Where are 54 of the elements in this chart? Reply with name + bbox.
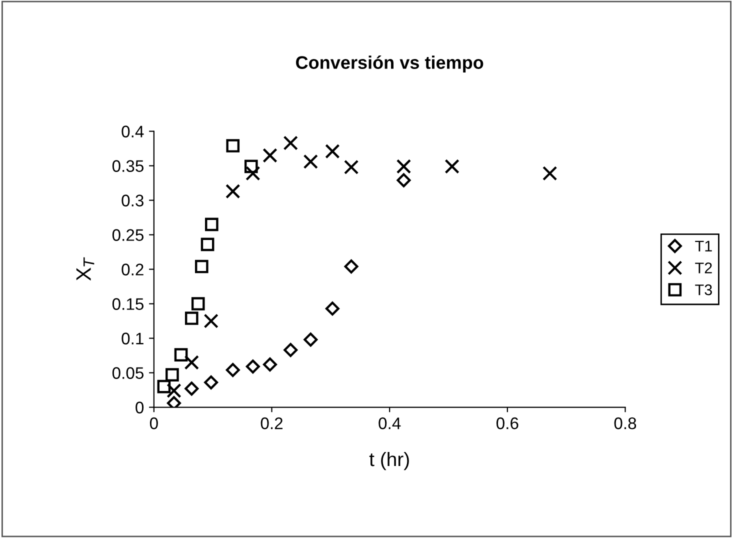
point [205, 218, 218, 232]
point [262, 148, 278, 163]
y-tick-label: 0 [136, 402, 144, 414]
point [304, 332, 318, 347]
point [191, 297, 205, 310]
point [325, 144, 340, 159]
point [184, 312, 198, 325]
x-tick-label: 0.6 [496, 417, 518, 430]
y-tick-label: 0.3 [122, 194, 144, 206]
point [157, 380, 171, 394]
legend-label: T1 [695, 240, 712, 252]
point [303, 154, 318, 169]
y-tick-label: 0.15 [112, 298, 144, 310]
point [204, 375, 218, 390]
point [284, 342, 298, 357]
y-tick-label: 0.05 [112, 367, 144, 379]
point [246, 360, 260, 374]
x-axis-title: t (hr) [369, 452, 409, 470]
x-tick-label: 0.8 [614, 417, 636, 430]
x-tick-label: 0.4 [378, 417, 401, 430]
point [325, 302, 340, 316]
y-axis-title: X$_{T}$ [76, 257, 94, 281]
point [166, 383, 182, 398]
y-tick-label: 0.25 [112, 229, 144, 241]
point [396, 159, 412, 174]
point [396, 173, 411, 188]
point [174, 348, 188, 362]
point [344, 160, 359, 175]
point [444, 159, 460, 174]
point [226, 363, 240, 378]
chart-title: Conversión vs tiempo [296, 56, 484, 73]
point [204, 314, 218, 328]
point [244, 160, 258, 174]
x-tick-label: 0 [150, 417, 158, 430]
point [166, 368, 179, 382]
point [283, 136, 298, 150]
point [166, 396, 181, 408]
x-tick-label: 0.2 [260, 417, 283, 430]
point [194, 260, 208, 274]
y-tick-label: 0.1 [122, 332, 144, 344]
point [542, 166, 558, 181]
point [344, 260, 358, 274]
point [184, 382, 199, 396]
point [184, 355, 199, 370]
point [262, 357, 277, 372]
y-tick-label: 0.2 [122, 264, 144, 276]
point [246, 166, 260, 181]
legend-label: T2 [695, 262, 712, 274]
y-tick-label: 0.35 [112, 160, 144, 172]
point [226, 139, 240, 152]
point [200, 238, 214, 252]
point [226, 184, 240, 199]
y-tick-label: 0.4 [122, 126, 144, 138]
legend-label: T3 [695, 284, 712, 296]
